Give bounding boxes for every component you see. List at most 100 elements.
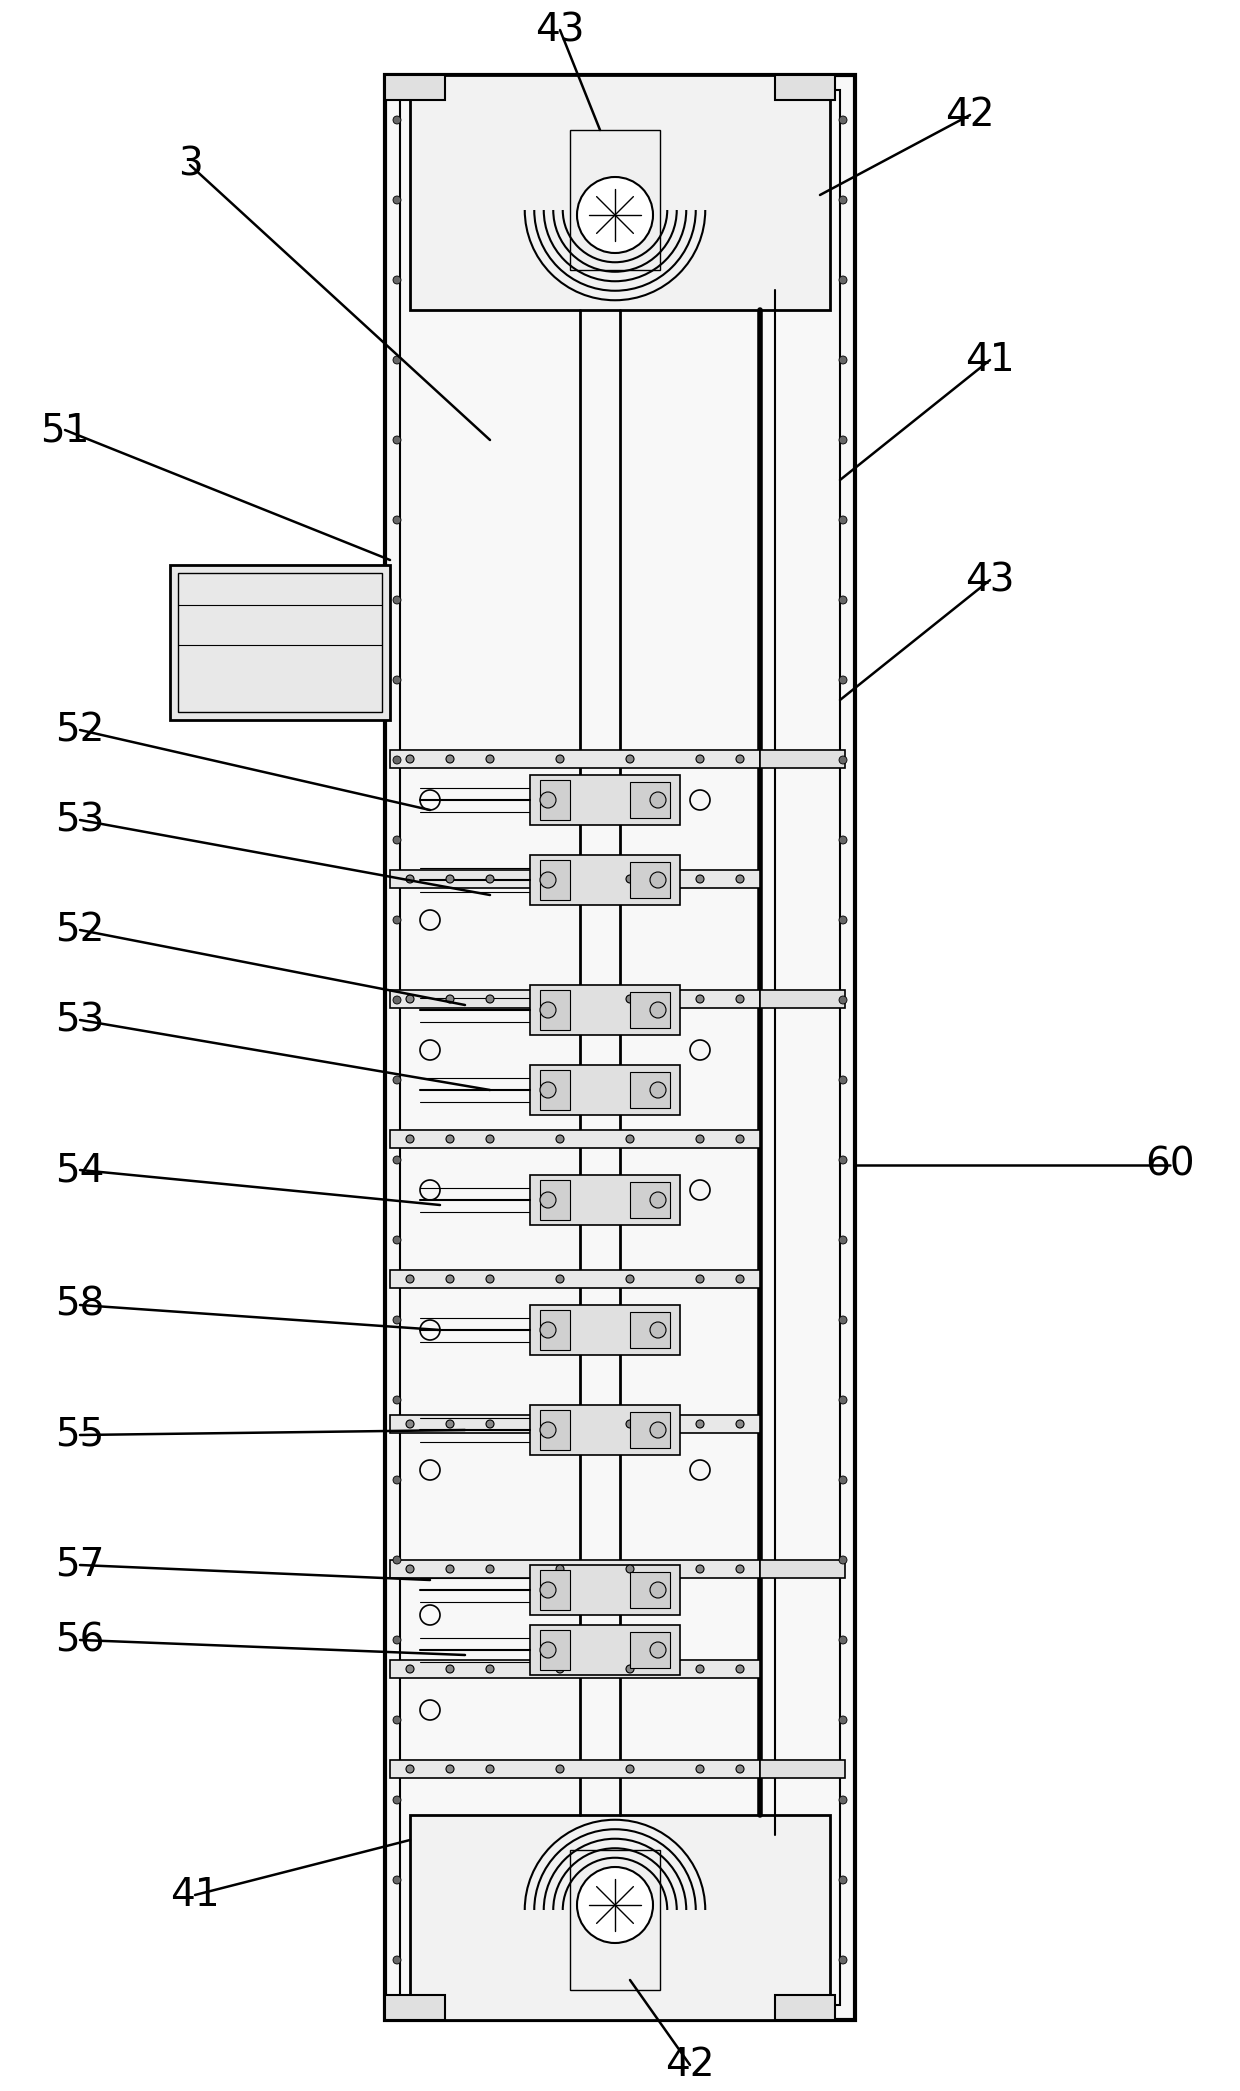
Circle shape: [405, 995, 414, 1004]
Circle shape: [626, 1664, 634, 1673]
Circle shape: [556, 1765, 564, 1773]
Circle shape: [626, 1420, 634, 1428]
Circle shape: [839, 437, 847, 443]
Circle shape: [405, 1664, 414, 1673]
Circle shape: [650, 1583, 666, 1598]
Bar: [391, 1269, 760, 1288]
Circle shape: [696, 1564, 704, 1572]
Text: 53: 53: [56, 801, 104, 838]
Circle shape: [696, 1420, 704, 1428]
Circle shape: [696, 1664, 704, 1673]
Circle shape: [839, 1397, 847, 1403]
Text: 52: 52: [56, 912, 104, 949]
Text: 58: 58: [56, 1286, 104, 1324]
Bar: [391, 1560, 760, 1579]
Bar: [539, 1071, 570, 1110]
Bar: [630, 1073, 670, 1108]
Circle shape: [446, 1765, 454, 1773]
Circle shape: [650, 1641, 666, 1658]
Bar: [529, 1564, 680, 1614]
Circle shape: [626, 1564, 634, 1572]
Text: 51: 51: [40, 412, 89, 450]
Bar: [384, 75, 856, 2020]
Circle shape: [839, 1476, 847, 1485]
Circle shape: [556, 755, 564, 763]
Circle shape: [486, 755, 494, 763]
Bar: [539, 1570, 570, 1610]
Circle shape: [839, 1236, 847, 1244]
Bar: [391, 870, 760, 889]
Circle shape: [539, 1081, 556, 1098]
Circle shape: [839, 276, 847, 284]
Circle shape: [737, 1420, 744, 1428]
Circle shape: [839, 1876, 847, 1884]
Bar: [391, 1416, 760, 1432]
Circle shape: [737, 1765, 744, 1773]
Circle shape: [696, 1276, 704, 1284]
Circle shape: [446, 1135, 454, 1144]
Circle shape: [626, 874, 634, 882]
Circle shape: [650, 1002, 666, 1018]
Circle shape: [696, 874, 704, 882]
Circle shape: [839, 1796, 847, 1805]
Circle shape: [737, 755, 744, 763]
Circle shape: [539, 792, 556, 807]
Circle shape: [405, 755, 414, 763]
Circle shape: [696, 1765, 704, 1773]
Bar: [630, 1411, 670, 1447]
Circle shape: [393, 437, 401, 443]
Bar: [384, 1995, 445, 2020]
Circle shape: [839, 1955, 847, 1963]
Circle shape: [393, 1315, 401, 1324]
Circle shape: [626, 1135, 634, 1144]
Circle shape: [539, 1002, 556, 1018]
Text: 56: 56: [56, 1621, 104, 1658]
Bar: [630, 1572, 670, 1608]
Circle shape: [737, 874, 744, 882]
Bar: [539, 780, 570, 820]
Bar: [529, 1064, 680, 1115]
Text: 53: 53: [56, 1002, 104, 1039]
Circle shape: [393, 757, 401, 763]
Circle shape: [696, 1135, 704, 1144]
Circle shape: [839, 1635, 847, 1644]
Circle shape: [556, 1276, 564, 1284]
Bar: [529, 985, 680, 1035]
Circle shape: [539, 1641, 556, 1658]
Bar: [529, 1625, 680, 1675]
Circle shape: [393, 1796, 401, 1805]
Circle shape: [539, 1322, 556, 1338]
Text: 41: 41: [170, 1876, 219, 1913]
Circle shape: [556, 1664, 564, 1673]
Circle shape: [393, 276, 401, 284]
Text: 41: 41: [965, 341, 1014, 378]
Circle shape: [486, 1135, 494, 1144]
Circle shape: [626, 995, 634, 1004]
Bar: [760, 751, 844, 767]
Circle shape: [486, 1276, 494, 1284]
Circle shape: [839, 1717, 847, 1723]
Circle shape: [737, 1664, 744, 1673]
Circle shape: [539, 1583, 556, 1598]
Bar: [391, 989, 760, 1008]
Circle shape: [446, 1664, 454, 1673]
Circle shape: [737, 1276, 744, 1284]
Circle shape: [696, 755, 704, 763]
Circle shape: [556, 1420, 564, 1428]
Circle shape: [446, 874, 454, 882]
Text: 43: 43: [965, 560, 1014, 598]
Circle shape: [393, 1397, 401, 1403]
Bar: [529, 1175, 680, 1225]
Circle shape: [486, 1765, 494, 1773]
Circle shape: [839, 115, 847, 123]
Circle shape: [393, 916, 401, 924]
Circle shape: [446, 1420, 454, 1428]
Circle shape: [486, 995, 494, 1004]
Bar: [179, 573, 382, 713]
Bar: [539, 1179, 570, 1219]
Circle shape: [486, 1664, 494, 1673]
Circle shape: [486, 1420, 494, 1428]
Circle shape: [446, 755, 454, 763]
Circle shape: [446, 995, 454, 1004]
Circle shape: [839, 1315, 847, 1324]
